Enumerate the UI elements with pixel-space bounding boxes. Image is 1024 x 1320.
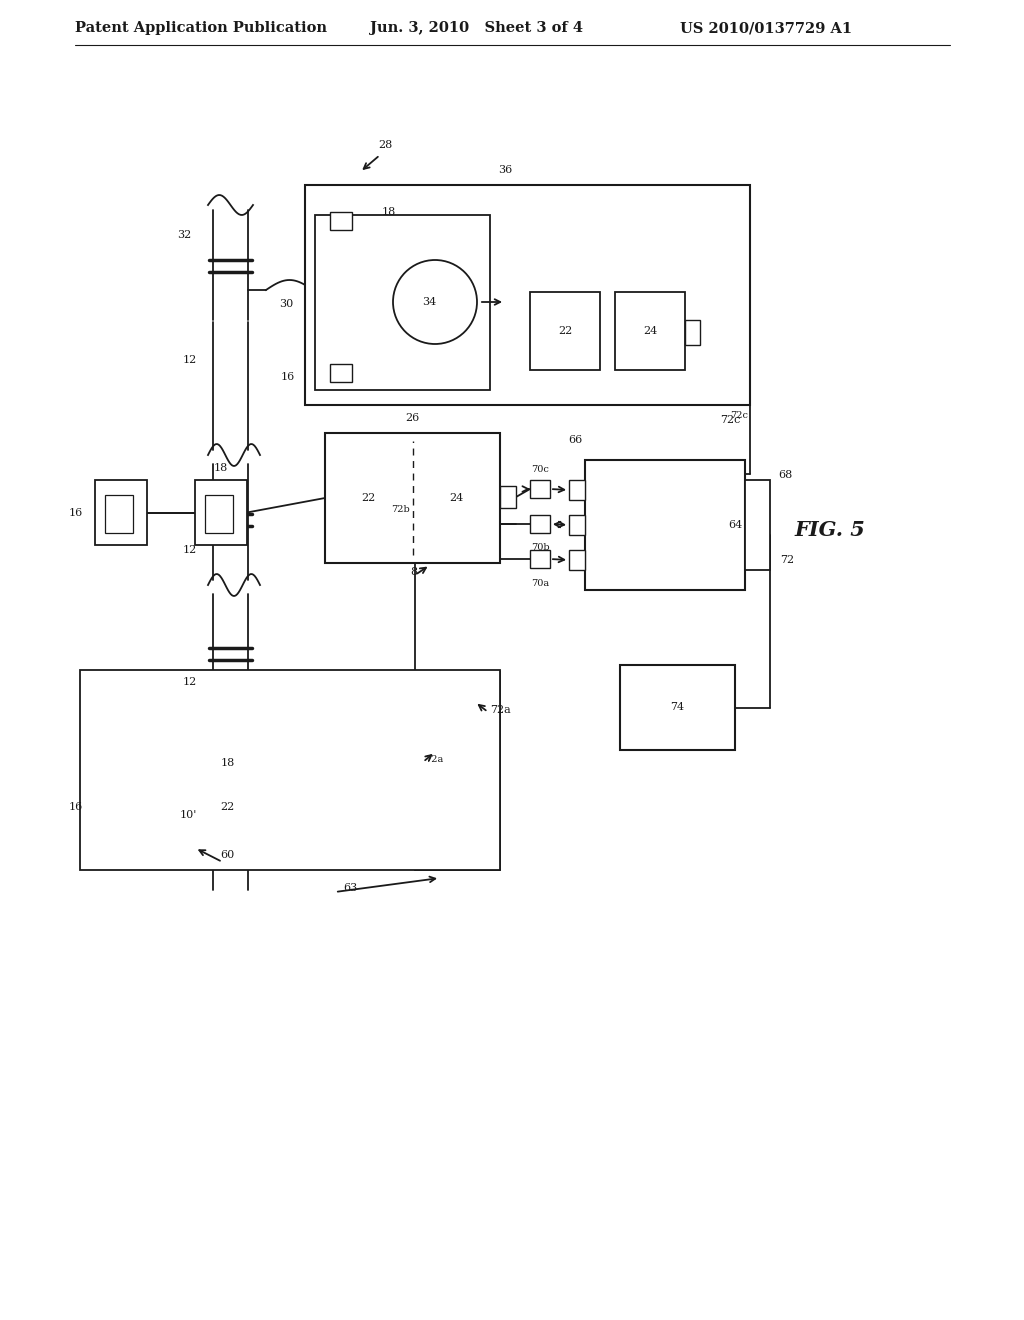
Bar (745, 480, 770, 570)
Bar (305, 185, 750, 405)
Text: US 2010/0137729 A1: US 2010/0137729 A1 (680, 21, 852, 36)
Text: 22: 22 (558, 326, 572, 337)
Bar (195, 775, 260, 840)
Text: 70a: 70a (530, 578, 549, 587)
Bar (569, 480, 585, 500)
Bar (685, 319, 700, 345)
Text: Patent Application Publication: Patent Application Publication (75, 21, 327, 36)
Text: 63: 63 (343, 883, 357, 894)
Text: FIG. 5: FIG. 5 (795, 520, 865, 540)
Text: 12: 12 (182, 355, 197, 366)
Bar (569, 550, 585, 570)
Bar (530, 550, 550, 568)
Bar (530, 515, 550, 533)
Bar (315, 215, 490, 389)
Text: 68: 68 (778, 470, 793, 480)
Text: 72: 72 (780, 554, 795, 565)
Text: 28: 28 (378, 140, 392, 150)
Text: 74: 74 (671, 702, 685, 713)
Bar (620, 665, 735, 750)
Text: 72c: 72c (730, 411, 748, 420)
Bar (205, 495, 233, 533)
Bar (195, 480, 247, 545)
Text: 22: 22 (361, 492, 376, 503)
Bar (330, 213, 352, 230)
Text: 72c: 72c (720, 414, 740, 425)
Text: 34: 34 (422, 297, 436, 308)
Bar (105, 789, 133, 828)
Bar (80, 671, 500, 870)
Text: 36: 36 (498, 165, 512, 176)
Text: 12: 12 (182, 677, 197, 686)
Bar (95, 480, 147, 545)
Text: 70c: 70c (531, 466, 549, 474)
Text: 12: 12 (182, 545, 197, 554)
Text: 26: 26 (406, 413, 420, 422)
Text: 16: 16 (281, 372, 295, 381)
Bar (105, 495, 133, 533)
Text: 22: 22 (220, 803, 234, 813)
Text: 72a: 72a (490, 705, 511, 715)
Text: 16: 16 (69, 507, 83, 517)
Text: 18: 18 (214, 463, 228, 473)
Text: Jun. 3, 2010   Sheet 3 of 4: Jun. 3, 2010 Sheet 3 of 4 (370, 21, 583, 36)
Text: 70b: 70b (530, 544, 549, 553)
Text: 16: 16 (69, 803, 83, 813)
Text: 24: 24 (643, 326, 657, 337)
Bar (95, 775, 147, 840)
Bar (585, 459, 745, 590)
Text: 8: 8 (410, 568, 417, 577)
Text: 72a: 72a (425, 755, 443, 764)
Text: 10': 10' (179, 810, 197, 820)
Text: 66: 66 (568, 436, 582, 445)
Text: 60: 60 (220, 850, 234, 861)
Bar (530, 292, 600, 370)
Text: 30: 30 (279, 300, 293, 309)
Text: 18: 18 (220, 758, 234, 768)
Text: 18: 18 (382, 207, 396, 216)
Bar (325, 433, 500, 564)
Text: 72b: 72b (391, 504, 410, 513)
Text: 32: 32 (177, 230, 191, 240)
Bar (530, 480, 550, 498)
Bar (569, 515, 585, 535)
Bar (500, 486, 516, 508)
Text: 64: 64 (728, 520, 742, 531)
Bar (330, 364, 352, 381)
Bar (203, 788, 249, 830)
Bar (615, 292, 685, 370)
Text: 24: 24 (450, 492, 464, 503)
